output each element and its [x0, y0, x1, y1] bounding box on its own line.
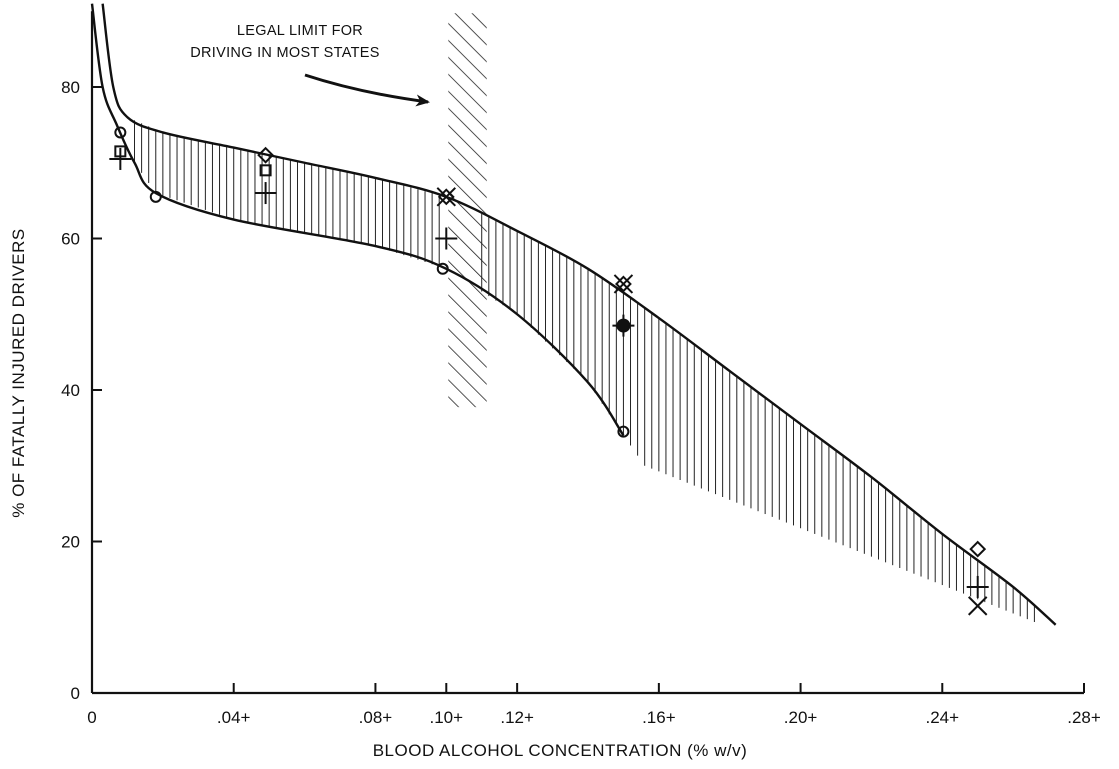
band-lower-curve — [90, 3, 625, 437]
x-tick-label: .08+ — [359, 708, 393, 727]
data-point-circle — [436, 262, 449, 275]
annotation-line-1: LEGAL LIMIT FOR — [237, 23, 363, 39]
data-point-plus — [435, 227, 458, 250]
y-ticks — [92, 86, 102, 543]
data-point-square — [259, 164, 272, 177]
x-tick-label: .16+ — [642, 708, 676, 727]
data-point-diamond — [437, 188, 455, 206]
x-tick-label: .04+ — [217, 708, 251, 727]
band-upper-curve — [101, 3, 1057, 626]
band-curves — [90, 3, 1057, 626]
y-tick-labels: 0 20 40 60 80 — [61, 78, 80, 703]
legal-limit-band — [448, 13, 487, 408]
data-point-x — [436, 187, 456, 207]
x-tick-label: .12+ — [500, 708, 534, 727]
data-point-circle — [114, 126, 127, 139]
x-ticks — [232, 683, 1085, 693]
y-axis-title: % OF FATALLY INJURED DRIVERS — [9, 228, 28, 518]
y-tick-label: 80 — [61, 78, 80, 97]
band-hatching — [134, 120, 1035, 622]
data-point-plus — [254, 182, 277, 205]
data-point-filled-circle — [616, 318, 631, 333]
annotation-line-2: DRIVING IN MOST STATES — [190, 45, 379, 61]
data-point-plus — [109, 147, 132, 170]
y-tick-label: 0 — [71, 684, 80, 703]
data-point-circle — [149, 190, 162, 203]
data-point-diamond — [615, 275, 632, 293]
data-point-x — [968, 596, 988, 616]
x-tick-label: .24+ — [926, 708, 960, 727]
data-point-plus — [966, 575, 989, 598]
data-point-x — [613, 274, 634, 294]
x-tick-label: .28+ — [1067, 708, 1101, 727]
data-point-diamond — [257, 146, 275, 164]
x-axis-title: BLOOD ALCOHOL CONCENTRATION (% w/v) — [373, 741, 748, 760]
y-tick-label: 40 — [61, 381, 80, 400]
y-tick-label: 20 — [61, 533, 80, 552]
x-tick-label: .20+ — [784, 708, 818, 727]
data-point-diamond — [969, 540, 987, 558]
y-tick-label: 60 — [61, 230, 80, 249]
data-markers — [109, 126, 989, 616]
x-tick-label: 0 — [87, 708, 96, 727]
data-point-square — [114, 145, 127, 158]
x-tick-label: .10+ — [430, 708, 464, 727]
data-point-circle — [617, 425, 630, 438]
annotation-arrow — [304, 73, 430, 107]
x-tick-labels: 0 .04+ .08+ .10+ .12+ .16+ .20+ .24+ .28+ — [87, 708, 1101, 727]
